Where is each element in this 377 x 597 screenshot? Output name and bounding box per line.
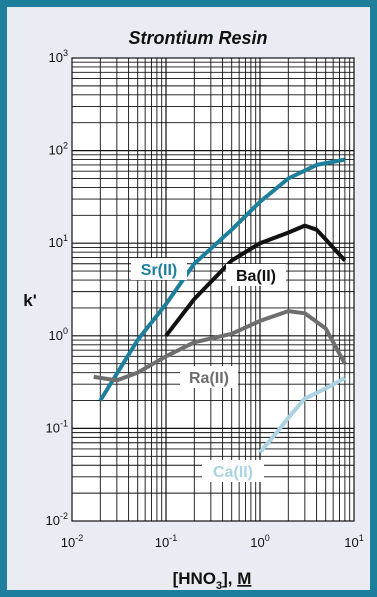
series-line-srii xyxy=(98,157,346,402)
y-tick-label: 10-1 xyxy=(46,418,68,435)
y-tick-label: 103 xyxy=(49,48,68,65)
series-label-raii: Ra(II) xyxy=(189,370,229,387)
grid xyxy=(72,58,354,521)
x-tick-label: 10-1 xyxy=(155,533,177,550)
x-tick-label: 100 xyxy=(250,533,269,550)
x-axis-label-subscript: 3 xyxy=(216,580,222,592)
x-tick-label: 101 xyxy=(344,533,363,550)
series-line-baii xyxy=(164,223,347,338)
x-axis-label-unit: M xyxy=(237,569,251,588)
x-axis-label-part-1: [HNO xyxy=(173,569,216,588)
series-label-baii: Ba(II) xyxy=(236,268,276,285)
series-label-caii: Ca(II) xyxy=(213,464,253,481)
series-line-caii xyxy=(258,376,346,454)
y-tick-label: 10-2 xyxy=(46,511,68,528)
x-tick-label: 10-2 xyxy=(61,533,83,550)
labels-layer: Sr(II) Ba(II) Ra(II) Ca(II) xyxy=(131,258,286,482)
x-axis-label-part-3: ], xyxy=(222,569,237,588)
series-line-raii xyxy=(93,309,347,383)
series-label-background xyxy=(180,366,238,388)
chart-title: Strontium Resin xyxy=(128,28,267,48)
series-layer xyxy=(93,157,347,454)
plot-area xyxy=(71,57,355,522)
series-label-background xyxy=(226,264,286,286)
y-axis-label: k' xyxy=(23,291,37,310)
x-axis-label: [HNO3], M xyxy=(173,569,252,592)
y-tick-label: 100 xyxy=(49,326,68,343)
y-tick-label: 101 xyxy=(49,233,68,250)
y-tick-label: 102 xyxy=(49,141,68,158)
series-label-background xyxy=(202,460,264,482)
series-label-srii: Sr(II) xyxy=(141,262,177,279)
series-label-background xyxy=(131,258,187,280)
ticks-layer: 10-2 10-1 100 101 10-2 10-1 100 101 102 103 xyxy=(46,48,364,550)
